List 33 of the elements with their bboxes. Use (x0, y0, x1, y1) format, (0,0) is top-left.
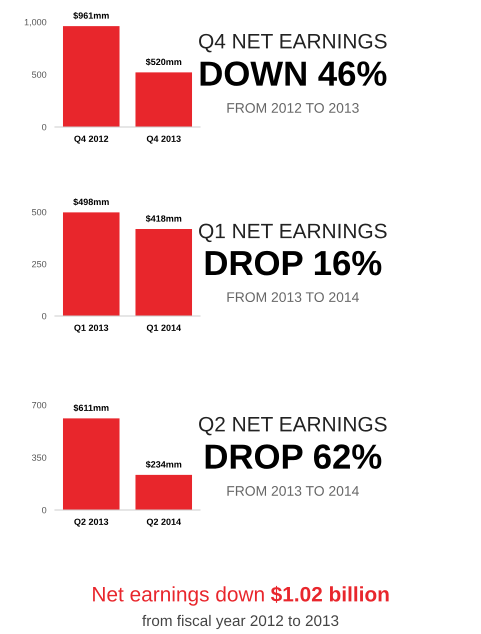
y-tick-label: 250 (32, 260, 46, 268)
annotation: Q2 NET EARNINGS (199, 416, 387, 436)
x-tick-label: Q4 2012 (74, 136, 108, 144)
text: DROP 16% (206, 250, 382, 276)
y-tick-label: 500 (32, 208, 46, 216)
y-tick-label: 350 (32, 454, 46, 461)
data-label: $961mm (73, 12, 109, 20)
data-label: $498mm (73, 198, 109, 206)
text: DROP 62% (206, 444, 382, 469)
data-label: $234mm (146, 460, 182, 468)
data-label: $611mm (74, 404, 109, 412)
text: DOWN 46% (200, 61, 386, 86)
y-tick-label: 1,000 (24, 18, 46, 26)
x-tick-label: Q2 2014 (146, 518, 182, 527)
text: Net earnings down (93, 586, 264, 606)
text: from fiscal year 2012 to 2013 (142, 614, 338, 630)
data-label: $520mm (146, 58, 182, 66)
y-tick-label: 700 (32, 402, 46, 408)
x-tick-label: Q1 2014 (146, 324, 182, 333)
annotation: Q4 NET EARNINGS (199, 34, 387, 52)
text: FROM 2013 TO 2014 (227, 292, 359, 302)
x-tick-label: Q2 2013 (74, 518, 108, 527)
y-tick-label: 0 (42, 312, 46, 320)
x-tick-label: Q1 2013 (74, 324, 108, 333)
annotation: Q1 NET EARNINGS (199, 224, 387, 242)
x-tick-label: Q4 2013 (146, 136, 181, 144)
text: $1.02 billion (270, 586, 389, 603)
y-tick-label: 500 (32, 71, 46, 78)
text: FROM 2012 TO 2013 (227, 103, 359, 113)
data-label: $418mm (146, 214, 182, 222)
text: FROM 2013 TO 2014 (227, 486, 359, 496)
y-tick-label: 0 (42, 124, 46, 130)
y-tick-label: 0 (42, 506, 46, 514)
